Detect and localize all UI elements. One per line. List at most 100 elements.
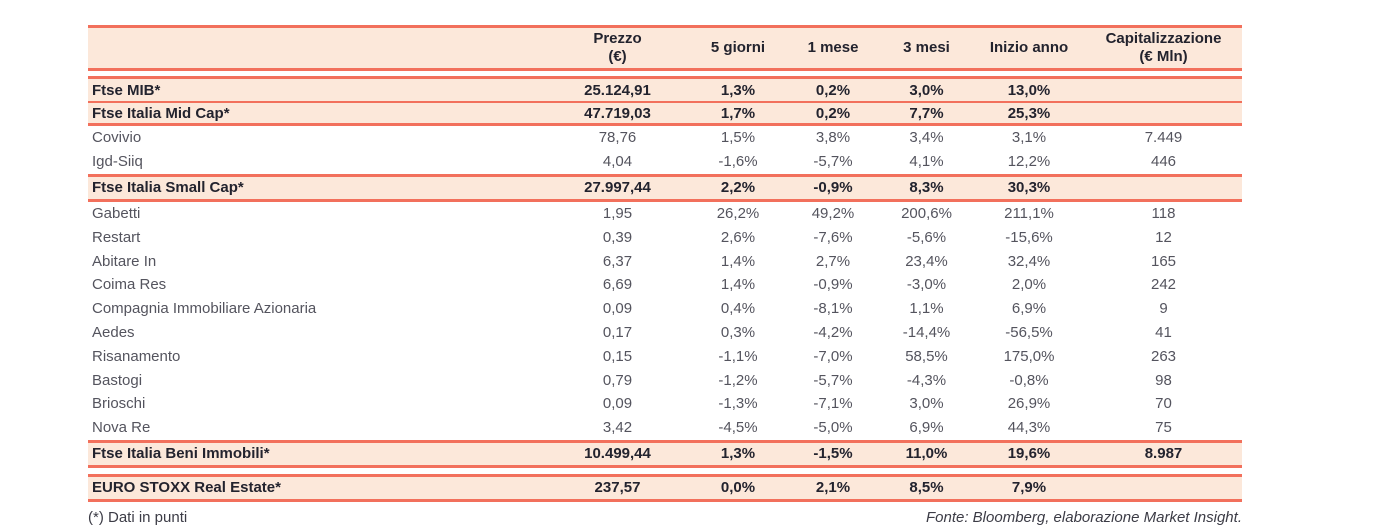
row-value: -1,3%: [718, 395, 758, 413]
row-value: 3,4%: [909, 129, 944, 147]
row-value: 58,5%: [905, 347, 948, 365]
row-value: 25,3%: [1007, 104, 1051, 122]
rows-group: Covivio 78,76 1,5% 3,8% 3,4% 3,1% 7.449 Igd-Sii…: [88, 126, 1242, 174]
row-value: 1,7%: [720, 104, 756, 122]
row-value: 26,9%: [1007, 395, 1051, 413]
highlight-band: Ftse Italia Small Cap* 27.997,44 2,2% -0,9%…: [88, 173, 1242, 202]
row-value: 0,3%: [720, 323, 756, 341]
table-body: Ftse MIB* 25.124,91 1,3% 0,2% 3,0% 13,0% Ftse …: [88, 76, 1242, 502]
table-row: Bastogi 0,79 -1,2% -5,7% -4,3% -0,8% 98: [88, 368, 1242, 392]
row-value: 0,39: [602, 228, 633, 246]
col-header-5-giorni: 5 giorni: [710, 39, 766, 56]
row-value: -1,2%: [718, 371, 758, 389]
table-row: Ftse Italia Beni Immobili* 10.499,44 1,3% -…: [88, 443, 1242, 465]
row-value: 75: [1155, 419, 1172, 437]
col-header-3-mesi: 3 mesi: [903, 39, 950, 56]
row-name: EURO STOXX Real Estate*: [92, 479, 281, 497]
row-value: 3,0%: [909, 81, 944, 99]
row-value: 1,5%: [720, 129, 756, 147]
row-value: -3,0%: [906, 276, 947, 294]
row-value: 118: [1151, 204, 1176, 222]
row-value: 0,2%: [815, 104, 851, 122]
highlight-band: EURO STOXX Real Estate* 237,57 0,0% 2,1% 8,5…: [88, 473, 1242, 502]
row-name: Ftse MIB*: [92, 81, 161, 99]
table-row: Risanamento 0,15 -1,1% -7,0% 58,5% 175,0% 263: [88, 344, 1242, 368]
table-header: Prezzo (€) 5 giorni 1 mese 3 mesi Inizio…: [88, 25, 1242, 71]
row-value: 2,1%: [815, 479, 851, 497]
table-footer: (*) Dati in punti Fonte: Bloomberg, elab…: [88, 502, 1242, 526]
table-row: Ftse MIB* 25.124,91 1,3% 0,2% 3,0% 13,0%: [88, 79, 1242, 101]
row-value: 8,3%: [909, 179, 944, 197]
row-value: 12,2%: [1007, 153, 1051, 171]
row-value: -1,5%: [813, 445, 853, 463]
col-header-inizio-anno: Inizio anno: [989, 39, 1069, 56]
row-value: 0,0%: [720, 479, 756, 497]
row-value: -1,6%: [718, 153, 758, 171]
footnote-points: (*) Dati in punti: [88, 508, 188, 526]
row-name: Coima Res: [92, 276, 167, 294]
row-name: Igd-Siiq: [92, 153, 143, 171]
row-name: Ftse Italia Small Cap*: [92, 179, 244, 197]
row-value: 19,6%: [1007, 445, 1051, 463]
table-row: Gabetti 1,95 26,2% 49,2% 200,6% 211,1% 118: [88, 202, 1242, 226]
row-value: 11,0%: [905, 445, 948, 463]
row-value: -7,6%: [813, 228, 853, 246]
table-row: Compagnia Immobiliare Azionaria 0,09 0,4% -…: [88, 297, 1242, 321]
table-row: Coima Res 6,69 1,4% -0,9% -3,0% 2,0% 242: [88, 273, 1242, 297]
table-row: Ftse Italia Mid Cap* 47.719,03 1,7% 0,2% 7,7…: [88, 101, 1242, 123]
row-value: 1,1%: [909, 300, 944, 318]
row-value: 242: [1150, 276, 1177, 294]
table-row: Abitare In 6,37 1,4% 2,7% 23,4% 32,4% 165: [88, 249, 1242, 273]
row-value: 23,4%: [905, 252, 948, 270]
row-name: Brioschi: [92, 395, 146, 413]
rows-group: Gabetti 1,95 26,2% 49,2% 200,6% 211,1% 118 Rest…: [88, 202, 1242, 440]
row-value: 0,2%: [815, 81, 851, 99]
row-value: 1,4%: [720, 276, 756, 294]
row-value: 47.719,03: [584, 104, 651, 122]
row-value: 0,15: [602, 347, 633, 365]
row-value: -1,1%: [718, 347, 758, 365]
market-table: Prezzo (€) 5 giorni 1 mese 3 mesi Inizio…: [88, 25, 1242, 526]
row-value: 98: [1155, 371, 1172, 389]
table-row: EURO STOXX Real Estate* 237,57 0,0% 2,1% 8,5…: [88, 477, 1242, 499]
row-value: 1,4%: [720, 252, 756, 270]
row-value: -14,4%: [902, 323, 951, 341]
highlight-band: Ftse Italia Beni Immobili* 10.499,44 1,3% -…: [88, 439, 1242, 468]
row-value: 44,3%: [1007, 419, 1051, 437]
row-value: -5,0%: [813, 419, 853, 437]
row-name: Covivio: [92, 129, 142, 147]
row-value: 41: [1155, 323, 1172, 341]
row-name: Restart: [92, 228, 141, 246]
row-value: -4,2%: [813, 323, 853, 341]
row-value: 0,09: [602, 300, 633, 318]
row-name: Ftse Italia Mid Cap*: [92, 104, 230, 122]
col-header-prezzo: Prezzo (€): [593, 30, 642, 65]
row-value: 0,17: [602, 323, 633, 341]
row-name: Aedes: [92, 323, 135, 341]
row-value: 2,0%: [1011, 276, 1047, 294]
row-value: 7.449: [1144, 129, 1183, 147]
row-name: Nova Re: [92, 419, 151, 437]
row-value: 25.124,91: [584, 81, 651, 99]
row-name: Bastogi: [92, 371, 143, 389]
row-value: 9: [1159, 300, 1168, 318]
row-value: 10.499,44: [584, 445, 651, 463]
row-value: 70: [1155, 395, 1172, 413]
row-value: 0,09: [602, 395, 633, 413]
row-value: 200,6%: [901, 204, 952, 222]
table-row: Nova Re 3,42 -4,5% -5,0% 6,9% 44,3% 75: [88, 416, 1242, 440]
header-row: Prezzo (€) 5 giorni 1 mese 3 mesi Inizio…: [88, 28, 1242, 68]
row-value: 4,1%: [909, 153, 944, 171]
table-row: Ftse Italia Small Cap* 27.997,44 2,2% -0,9%…: [88, 177, 1242, 199]
row-value: 0,79: [602, 371, 633, 389]
row-value: 263: [1150, 347, 1177, 365]
row-value: 3,1%: [1011, 129, 1047, 147]
source-attribution: Fonte: Bloomberg, elaborazione Market In…: [925, 508, 1242, 526]
row-value: -4,5%: [718, 419, 758, 437]
row-value: -5,7%: [813, 371, 853, 389]
table-row: Covivio 78,76 1,5% 3,8% 3,4% 3,1% 7.449: [88, 126, 1242, 150]
row-value: 6,9%: [909, 419, 944, 437]
row-value: 7,9%: [1011, 479, 1047, 497]
row-value: 3,8%: [815, 129, 851, 147]
row-value: 6,37: [602, 252, 633, 270]
